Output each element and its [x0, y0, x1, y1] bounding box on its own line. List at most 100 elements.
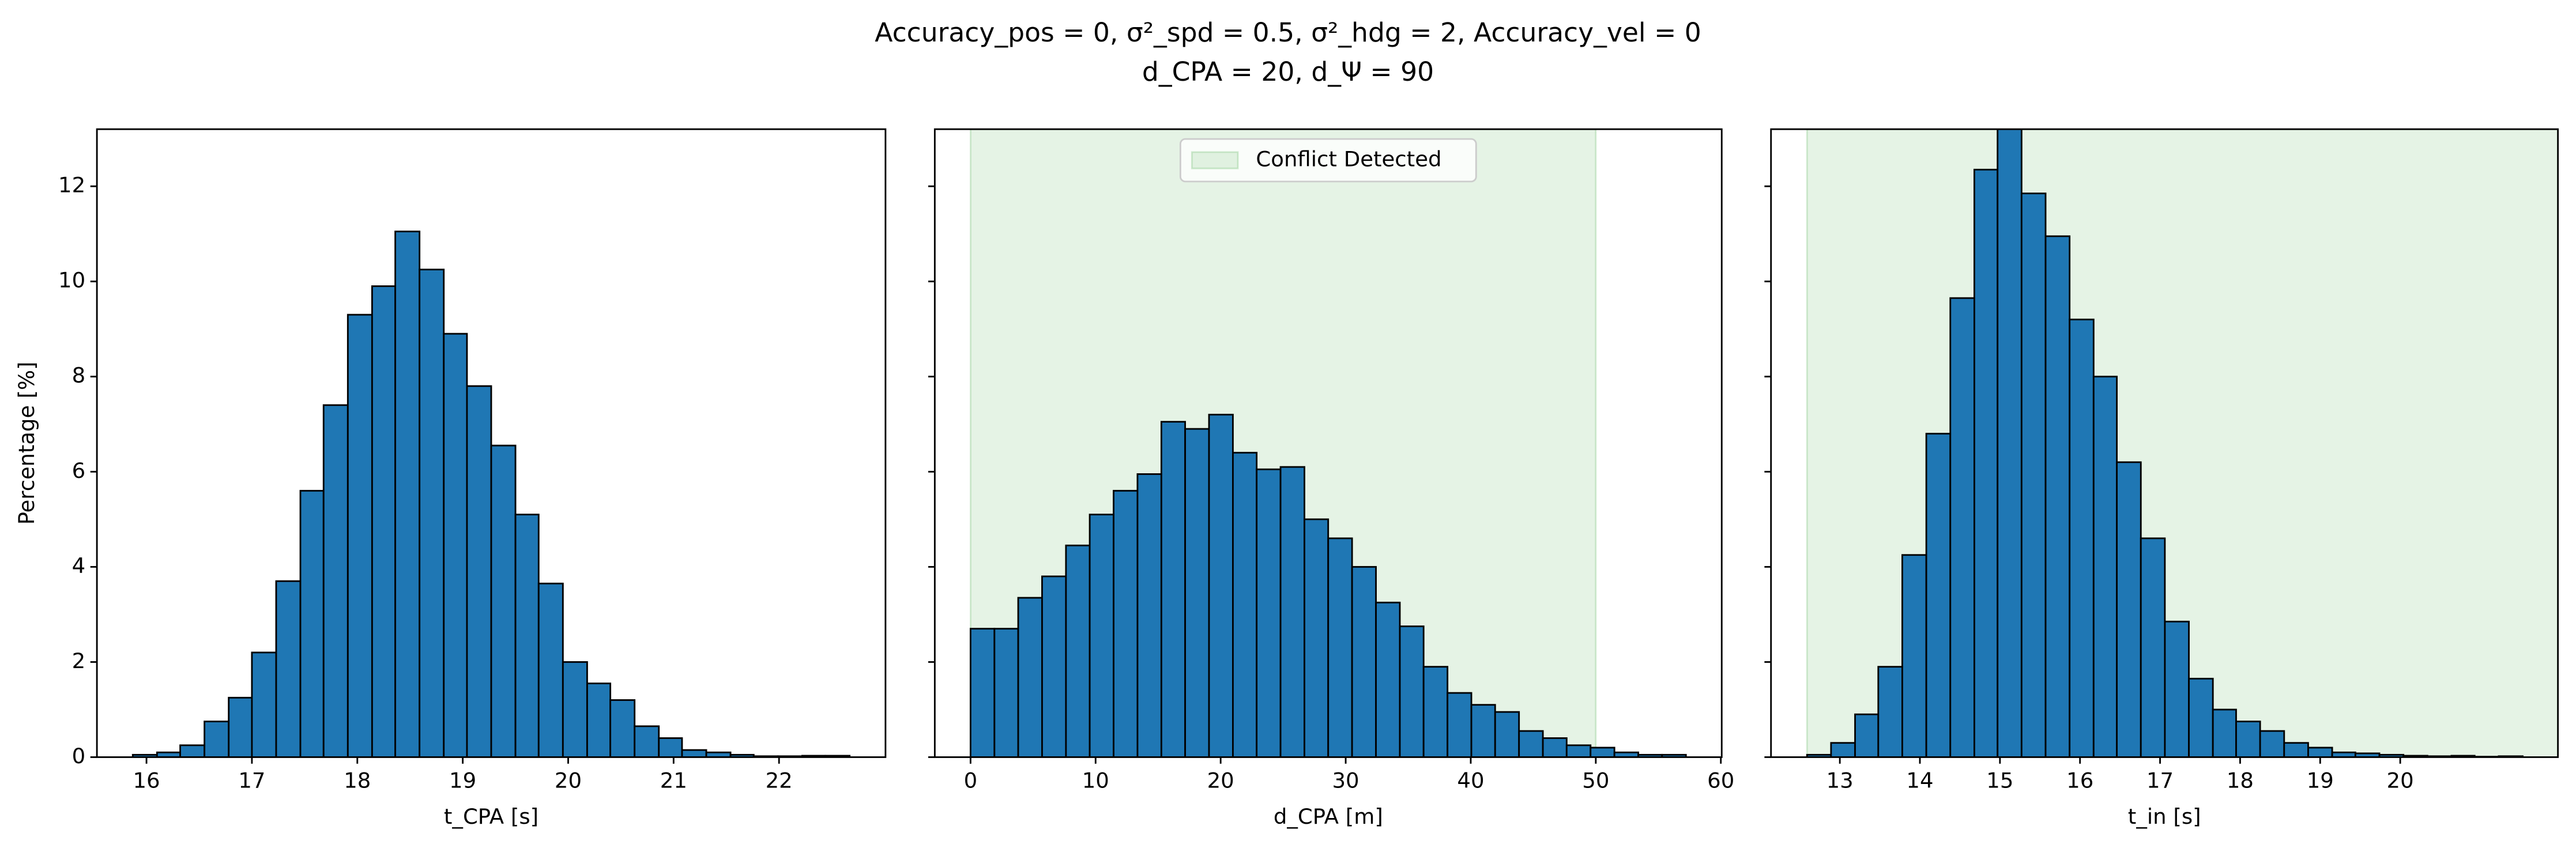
x-tick-label: 18	[344, 768, 371, 793]
axes-frame	[96, 128, 887, 758]
bar	[1089, 514, 1114, 757]
bar	[1232, 451, 1258, 757]
bar	[2140, 537, 2166, 757]
bar	[1494, 711, 1520, 757]
bar	[1518, 730, 1544, 757]
title-line: d_CPA = 20, d_Ψ = 90	[1142, 56, 1434, 87]
bar	[1304, 518, 1330, 757]
x-tick-label: 50	[1582, 768, 1609, 793]
bar	[228, 696, 253, 757]
bar	[2116, 461, 2142, 757]
bar	[1399, 625, 1425, 757]
bar	[1279, 466, 1305, 757]
y-tick-label: 0	[72, 744, 86, 768]
bar	[634, 725, 660, 757]
x-axis-label: t_in [s]	[2128, 804, 2201, 829]
legend-swatch	[1191, 151, 1239, 169]
bar	[251, 651, 277, 757]
x-tick-label: 19	[449, 768, 476, 793]
bar	[2259, 730, 2285, 757]
y-tick-label: 2	[72, 649, 86, 673]
bar	[658, 737, 683, 757]
bar	[586, 683, 612, 757]
bar	[299, 489, 325, 757]
x-tick-label: 17	[2146, 768, 2174, 793]
y-tick-label: 4	[72, 553, 86, 578]
bar	[1041, 575, 1067, 757]
bar	[1017, 597, 1043, 757]
x-tick-label: 20	[555, 768, 582, 793]
bar	[1184, 428, 1210, 757]
x-tick-label: 30	[1332, 768, 1359, 793]
bar	[1949, 297, 1975, 757]
bar	[275, 580, 302, 757]
x-tick-label: 0	[964, 768, 978, 793]
bar	[322, 404, 349, 757]
bar	[1375, 601, 1401, 757]
y-tick-label: 12	[58, 173, 85, 198]
bar	[1208, 413, 1234, 757]
x-axis-label: t_CPA [s]	[444, 804, 538, 829]
bar	[179, 744, 206, 757]
x-tick-label: 18	[2227, 768, 2254, 793]
x-tick-label: 16	[2066, 768, 2093, 793]
x-tick-label: 15	[1986, 768, 2013, 793]
x-tick-label: 21	[660, 768, 687, 793]
y-tick-label: 8	[72, 363, 86, 388]
y-axis-label: Percentage [%]	[14, 361, 39, 525]
bar	[490, 444, 517, 757]
x-tick-label: 19	[2307, 768, 2334, 793]
bar	[1997, 129, 2023, 757]
bar	[371, 285, 397, 757]
bar	[1925, 432, 1952, 757]
bar	[2283, 742, 2309, 757]
bar	[1590, 747, 1615, 757]
bar	[1422, 666, 1449, 757]
bar	[443, 333, 468, 757]
bar	[1974, 168, 1999, 757]
bar	[2092, 375, 2118, 757]
bar	[1256, 468, 1282, 757]
bar	[1854, 713, 1880, 757]
bar	[1327, 537, 1353, 757]
x-tick-label: 10	[1082, 768, 1109, 793]
bar	[514, 514, 540, 757]
bar	[466, 385, 492, 757]
bar	[537, 582, 564, 757]
bar	[1830, 742, 1856, 757]
bar	[2307, 747, 2333, 757]
bar	[1136, 473, 1162, 757]
bar	[394, 231, 421, 757]
bar	[204, 721, 230, 757]
title-line: Accuracy_pos = 0, σ²_spd = 0.5, σ²_hdg =…	[875, 17, 1701, 48]
bar	[1901, 554, 1927, 757]
bar	[1113, 489, 1139, 757]
bar	[2044, 235, 2071, 757]
plot-area	[969, 129, 1687, 757]
bar	[2069, 318, 2095, 757]
bar	[1877, 666, 1903, 757]
y-tick-label: 10	[58, 268, 85, 293]
plot-area	[1806, 129, 2558, 757]
x-tick-label: 20	[2387, 768, 2414, 793]
bar	[1470, 704, 1496, 757]
bar	[2188, 677, 2214, 757]
x-tick-label: 22	[766, 768, 793, 793]
x-tick-label: 20	[1207, 768, 1234, 793]
bar	[2212, 708, 2237, 757]
bar	[1160, 421, 1187, 757]
bar	[609, 699, 636, 757]
axes-frame	[1770, 128, 2559, 758]
x-tick-label: 14	[1906, 768, 1933, 793]
x-axis-label: d_CPA [m]	[1274, 804, 1383, 829]
bar	[347, 314, 373, 757]
x-tick-label: 40	[1457, 768, 1484, 793]
x-tick-label: 13	[1826, 768, 1854, 793]
plot-area	[131, 231, 851, 757]
bar	[1447, 692, 1472, 757]
bar	[1351, 566, 1377, 757]
bar	[1542, 737, 1568, 757]
x-tick-label: 60	[1707, 768, 1734, 793]
bar	[993, 628, 1019, 757]
bar	[2164, 620, 2190, 757]
